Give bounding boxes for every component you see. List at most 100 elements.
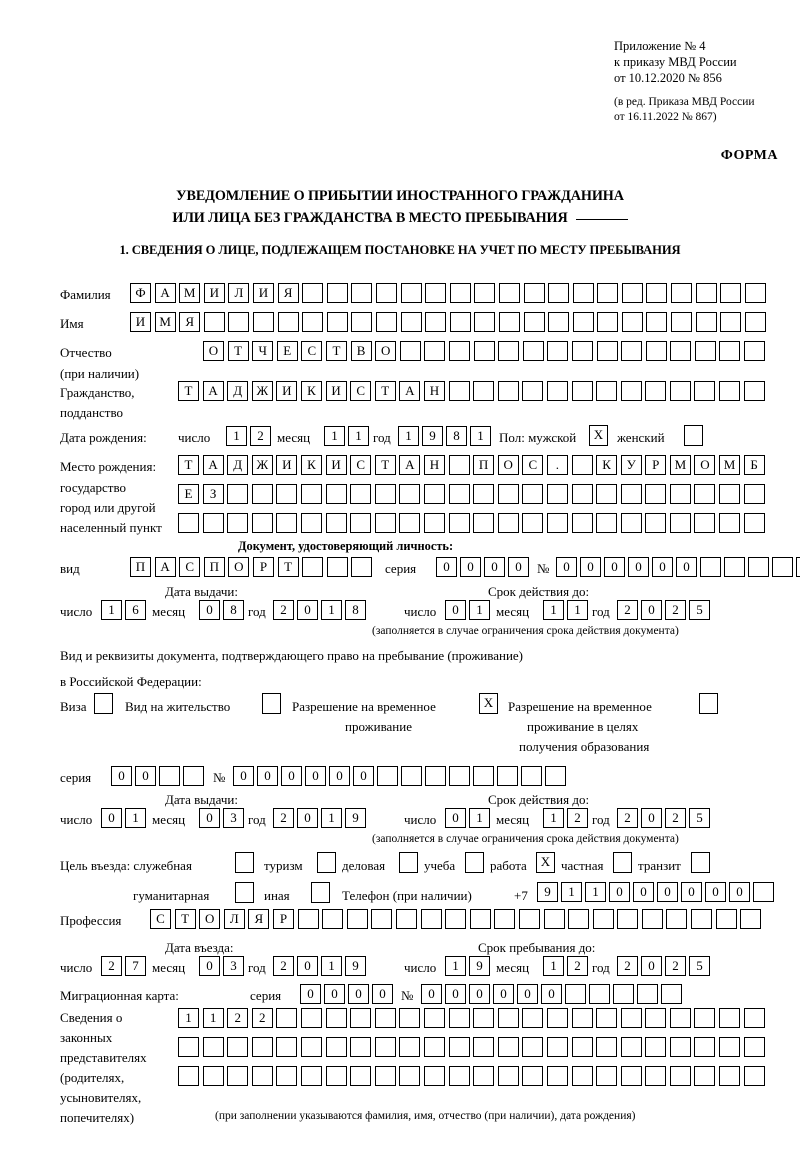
char-cell[interactable]	[694, 513, 716, 533]
legal-boxes-row-2[interactable]	[178, 1037, 765, 1057]
char-cell[interactable]: О	[375, 341, 397, 361]
char-cell[interactable]: 2	[273, 600, 294, 620]
char-cell[interactable]: 1	[543, 600, 564, 620]
char-cell[interactable]	[497, 381, 519, 401]
char-cell[interactable]	[719, 381, 741, 401]
char-cell[interactable]: 5	[689, 600, 710, 620]
char-cell[interactable]	[399, 1066, 421, 1086]
char-cell[interactable]	[596, 513, 618, 533]
char-cell[interactable]: 0	[421, 984, 442, 1004]
char-cell[interactable]: 0	[484, 557, 505, 577]
char-cell[interactable]	[620, 1037, 642, 1057]
char-cell[interactable]	[399, 484, 421, 504]
char-cell[interactable]: 1	[321, 600, 342, 620]
char-cell[interactable]	[522, 341, 544, 361]
char-cell[interactable]	[661, 984, 682, 1004]
char-cell[interactable]: 0	[556, 557, 577, 577]
char-cell[interactable]: О	[694, 455, 716, 475]
char-cell[interactable]	[695, 312, 717, 332]
char-cell[interactable]	[744, 312, 766, 332]
char-cell[interactable]	[620, 1066, 642, 1086]
char-cell[interactable]	[469, 909, 491, 929]
char-cell[interactable]	[276, 513, 298, 533]
char-cell[interactable]: Т	[174, 909, 196, 929]
char-cell[interactable]: 9	[469, 956, 490, 976]
char-cell[interactable]	[399, 1037, 421, 1057]
char-cell[interactable]: С	[179, 557, 201, 577]
char-cell[interactable]: 2	[101, 956, 122, 976]
char-cell[interactable]	[666, 909, 688, 929]
char-cell[interactable]	[473, 1037, 495, 1057]
char-cell[interactable]	[202, 513, 224, 533]
char-cell[interactable]	[449, 766, 470, 786]
char-cell[interactable]	[448, 341, 470, 361]
temp-residence-checkbox[interactable]: X	[479, 693, 498, 714]
char-cell[interactable]	[546, 1008, 568, 1028]
char-cell[interactable]: О	[228, 557, 250, 577]
char-cell[interactable]	[596, 1066, 618, 1086]
char-cell[interactable]	[571, 1008, 593, 1028]
char-cell[interactable]: О	[203, 341, 224, 361]
char-cell[interactable]	[351, 557, 373, 577]
char-cell[interactable]	[545, 766, 566, 786]
char-cell[interactable]: М	[179, 283, 201, 303]
char-cell[interactable]: 2	[251, 1008, 273, 1028]
char-cell[interactable]: 0	[305, 766, 326, 786]
char-cell[interactable]: Е	[178, 484, 199, 504]
char-cell[interactable]: .	[546, 455, 568, 475]
char-cell[interactable]: 0	[633, 882, 654, 902]
char-cell[interactable]: 0	[101, 808, 122, 828]
char-cell[interactable]: 2	[227, 1008, 249, 1028]
char-cell[interactable]	[276, 484, 298, 504]
char-cell[interactable]	[346, 909, 368, 929]
char-cell[interactable]: А	[202, 381, 224, 401]
char-cell[interactable]	[300, 1037, 322, 1057]
char-cell[interactable]	[351, 312, 373, 332]
char-cell[interactable]	[571, 1066, 593, 1086]
char-cell[interactable]	[300, 513, 322, 533]
char-cell[interactable]	[546, 484, 568, 504]
char-cell[interactable]: Н	[423, 381, 445, 401]
char-cell[interactable]	[227, 1037, 249, 1057]
char-cell[interactable]	[399, 1008, 421, 1028]
char-cell[interactable]	[178, 1037, 199, 1057]
char-cell[interactable]	[521, 766, 542, 786]
char-cell[interactable]: У	[620, 455, 642, 475]
char-cell[interactable]	[596, 1008, 618, 1028]
char-cell[interactable]	[473, 1008, 495, 1028]
char-cell[interactable]	[715, 909, 737, 929]
char-cell[interactable]	[183, 766, 204, 786]
char-cell[interactable]: Т	[178, 381, 199, 401]
char-cell[interactable]	[202, 1037, 224, 1057]
char-cell[interactable]	[572, 312, 594, 332]
char-cell[interactable]: 0	[372, 984, 393, 1004]
char-cell[interactable]: В	[350, 341, 372, 361]
char-cell[interactable]: Р	[252, 557, 274, 577]
char-cell[interactable]	[645, 341, 667, 361]
char-cell[interactable]: 0	[135, 766, 156, 786]
char-cell[interactable]	[252, 312, 274, 332]
char-cell[interactable]: 9	[345, 956, 366, 976]
char-cell[interactable]	[400, 283, 422, 303]
char-cell[interactable]: К	[300, 381, 322, 401]
char-cell[interactable]: Л	[228, 283, 250, 303]
char-cell[interactable]	[637, 984, 658, 1004]
char-cell[interactable]	[377, 766, 398, 786]
char-cell[interactable]: 9	[422, 426, 443, 446]
char-cell[interactable]	[399, 513, 421, 533]
char-cell[interactable]	[617, 909, 639, 929]
char-cell[interactable]	[399, 341, 421, 361]
char-cell[interactable]	[522, 1066, 544, 1086]
char-cell[interactable]: 2	[617, 956, 638, 976]
char-cell[interactable]	[227, 484, 249, 504]
char-cell[interactable]	[326, 312, 348, 332]
char-cell[interactable]	[645, 1066, 667, 1086]
